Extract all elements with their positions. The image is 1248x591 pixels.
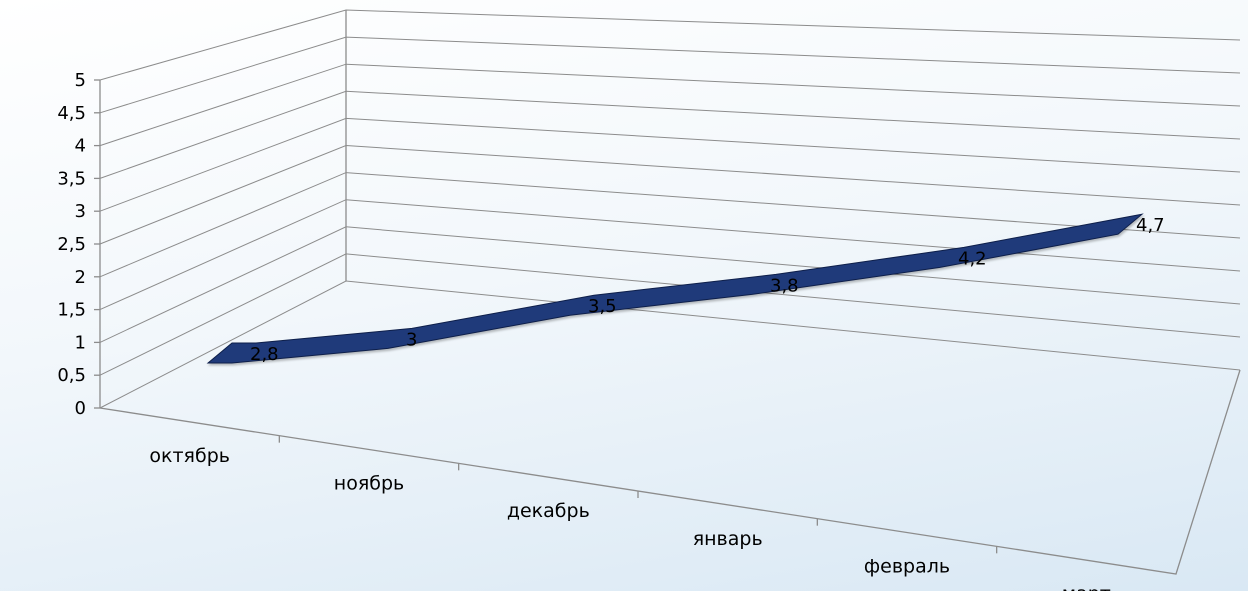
series-ribbon [206,213,1144,364]
gridline [99,117,1241,212]
y-tick-label: 1 [75,332,86,353]
axes [94,10,1241,575]
data-label: 3 [406,329,417,350]
y-tick-label: 2,5 [57,234,86,255]
data-label: 2,8 [250,344,279,365]
x-tick-label: октябрь [149,445,230,467]
y-tick-label: 2 [75,267,86,288]
x-tick-label: март [1062,583,1111,591]
gridline [99,226,1241,343]
data-label: 3,8 [770,275,799,296]
data-label: 4,7 [1136,215,1165,236]
labels: 0 0,5 1 1,5 2 2,5 3 3,5 4 4,5 5 октябрь ноябрь декабр… [57,70,1164,591]
y-tick-label: 1,5 [57,300,86,321]
gridline [99,63,1241,147]
y-tick-label: 0,5 [57,365,86,386]
y-tick-label: 5 [75,70,86,91]
x-tick-label: февраль [864,556,950,578]
gridline [99,9,1241,81]
gridline [99,90,1241,179]
x-tick-label: декабрь [507,500,590,522]
x-tick-label: ноябрь [334,473,404,495]
data-label: 4,2 [958,248,987,269]
y-tick-label: 4,5 [57,103,86,124]
y-tick-label: 4 [75,136,86,157]
floor [99,369,1241,575]
data-label: 3,5 [588,296,617,317]
y-tick-label: 3 [75,201,86,222]
x-tick-label: январь [693,528,763,550]
y-tick-label: 0 [75,398,86,419]
y-tick-label: 3,5 [57,168,86,189]
gridline [99,36,1241,114]
gridline [99,172,1241,278]
series [206,213,1144,364]
